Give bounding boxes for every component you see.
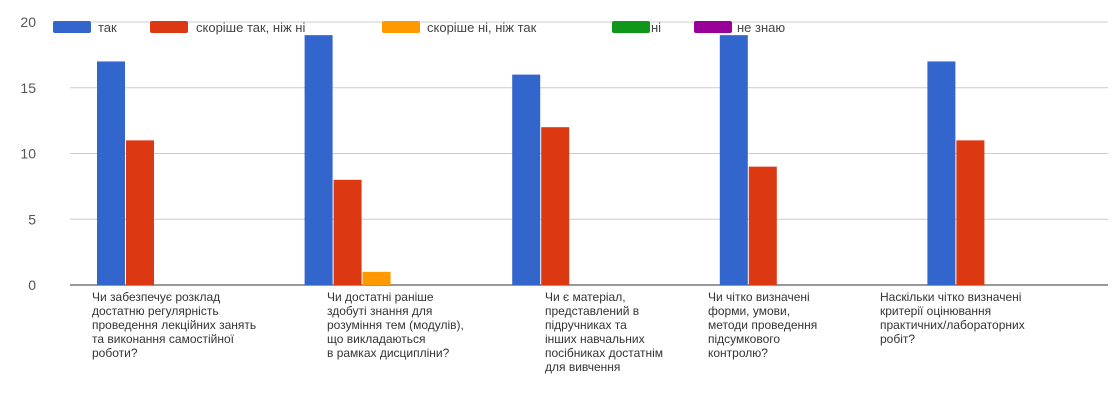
legend-label: не знаю bbox=[737, 20, 785, 35]
y-axis-ticks: 0 5 10 15 20 bbox=[20, 14, 36, 293]
y-tick-label: 0 bbox=[28, 277, 36, 293]
x-tick-label-line: роботи? bbox=[92, 346, 138, 360]
x-tick-label-line: достатню регулярність bbox=[92, 304, 219, 318]
x-tick-label-line: інших навчальних bbox=[545, 332, 645, 346]
x-tick-label-line: що викладаються bbox=[327, 332, 426, 346]
bar-1-3 bbox=[512, 74, 541, 285]
x-tick-label-line: контролю? bbox=[708, 346, 768, 360]
bar-2-3 bbox=[541, 127, 570, 285]
y-tick-label: 10 bbox=[20, 146, 36, 162]
x-tick-label-line: критерії оцінювання bbox=[880, 304, 992, 318]
x-tick-label-line: Наскільки чітко визначені bbox=[880, 290, 1022, 304]
x-tick-label-line: проведення лекційних занять bbox=[92, 318, 257, 332]
bar-1-5 bbox=[927, 61, 956, 286]
legend: так скоріше так, ніж ні скоріше ні, ніж та… bbox=[53, 20, 785, 35]
legend-label: ні bbox=[651, 20, 661, 35]
legend-swatch bbox=[150, 21, 188, 33]
legend-label: скоріше ні, ніж так bbox=[427, 20, 537, 35]
x-tick-label-line: в рамках дисципліни? bbox=[327, 346, 450, 360]
x-tick-label-line: методи проведення bbox=[708, 318, 818, 332]
x-tick-label: Наскільки чітко визначені критерії оцінюв… bbox=[880, 290, 1025, 346]
legend-swatch bbox=[382, 21, 420, 33]
bar-1-2 bbox=[304, 35, 333, 286]
x-tick-label-line: Чи достатні раніше bbox=[327, 290, 434, 304]
bar-2-4 bbox=[748, 166, 777, 285]
bar-1-1 bbox=[97, 61, 125, 286]
legend-label: так bbox=[98, 20, 117, 35]
x-tick-label-line: робіт? bbox=[880, 332, 916, 346]
bar-3-2 bbox=[362, 271, 391, 285]
legend-swatch bbox=[612, 21, 650, 33]
x-tick-label-line: представлений в bbox=[545, 304, 640, 318]
x-tick-label-line: посібниках достатнім bbox=[545, 346, 664, 360]
x-tick-label-line: та виконання самостійної bbox=[92, 332, 234, 346]
x-tick-label: Чи є матеріал, представлений в підручниках… bbox=[545, 290, 663, 374]
x-tick-label: Чи забезпечує розклад достатню регулярніс… bbox=[92, 290, 256, 360]
x-tick-label-line: Чи є матеріал, bbox=[545, 290, 626, 304]
x-tick-label-line: практичних/лабораторних bbox=[880, 318, 1025, 332]
legend-swatch bbox=[694, 21, 732, 33]
x-tick-label-line: здобуті знання для bbox=[327, 304, 433, 318]
x-tick-label-line: Чи забезпечує розклад bbox=[92, 290, 221, 304]
x-tick-label-line: підсумкового bbox=[708, 332, 781, 346]
x-tick-label-line: форми, умови, bbox=[708, 304, 791, 318]
y-tick-label: 20 bbox=[20, 14, 36, 30]
x-tick-label: Чи достатні раніше здобуті знання для розу… bbox=[327, 290, 464, 360]
bars bbox=[97, 35, 985, 286]
bar-2-2 bbox=[333, 179, 362, 285]
x-tick-label-line: підручниках та bbox=[545, 318, 627, 332]
legend-label: скоріше так, ніж ні bbox=[196, 20, 305, 35]
x-tick-label-line: для вивчення bbox=[545, 360, 621, 374]
bar-1-4 bbox=[719, 35, 748, 286]
bar-2-1 bbox=[126, 140, 154, 285]
bar-2-5 bbox=[956, 140, 985, 285]
x-tick-label: Чи чітко визначені форми, умови, методи пр… bbox=[708, 290, 817, 360]
x-tick-label-line: Чи чітко визначені bbox=[708, 290, 810, 304]
x-tick-label-line: розуміння тем (модулів), bbox=[327, 318, 464, 332]
y-tick-label: 5 bbox=[28, 211, 36, 227]
legend-swatch bbox=[53, 21, 91, 33]
y-tick-label: 15 bbox=[20, 80, 36, 96]
